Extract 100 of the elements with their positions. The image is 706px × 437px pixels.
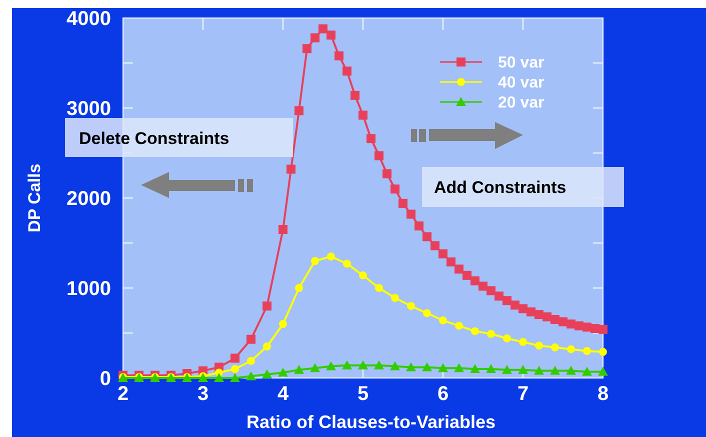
point: [302, 44, 312, 54]
point: [423, 309, 431, 318]
point: [310, 33, 320, 42]
point: [551, 343, 559, 352]
point: [358, 360, 368, 370]
point: [231, 365, 239, 373]
point: [438, 363, 448, 372]
point: [278, 368, 288, 377]
legend-label: 20 var: [498, 94, 544, 112]
point: [262, 369, 272, 378]
point: [366, 134, 376, 144]
point: [582, 366, 592, 376]
point: [519, 338, 527, 346]
y-tick-label: 3000: [66, 98, 111, 120]
point: [478, 282, 488, 291]
point: [599, 348, 607, 356]
x-tick-label: 6: [437, 383, 449, 405]
point: [374, 360, 384, 370]
point: [247, 356, 255, 365]
point: [567, 345, 575, 354]
point: [406, 210, 416, 219]
point: [487, 330, 495, 338]
point: [334, 51, 344, 60]
point: [294, 364, 304, 374]
point: [439, 316, 447, 324]
point: [430, 241, 440, 250]
point: [343, 260, 351, 268]
point: [374, 151, 384, 160]
legend-label: 50 var: [498, 54, 544, 72]
point: [455, 322, 463, 330]
point: [294, 106, 304, 116]
point: [470, 276, 480, 286]
point: [502, 296, 512, 306]
point: [535, 342, 543, 350]
point: [390, 361, 400, 370]
point: [230, 354, 240, 363]
point: [510, 300, 520, 310]
point: [382, 169, 392, 178]
point: [566, 366, 576, 375]
point: [326, 361, 336, 370]
point: [295, 284, 303, 292]
point: [502, 364, 512, 374]
y-axis-title: DP Calls: [25, 164, 44, 232]
point: [438, 249, 448, 258]
point: [230, 373, 240, 382]
y-tick-label: 1000: [66, 278, 111, 300]
point: [398, 198, 408, 208]
y-tick-label: 4000: [66, 8, 111, 30]
point: [263, 342, 271, 350]
point: [494, 292, 504, 301]
point: [422, 232, 432, 242]
x-axis-title: Ratio of Clauses-to-Variables: [246, 412, 496, 432]
point: [390, 184, 400, 194]
point: [454, 363, 464, 372]
point: [583, 347, 591, 355]
point: [391, 294, 399, 302]
x-tick-label: 7: [517, 383, 529, 405]
point: [375, 284, 383, 292]
point: [518, 364, 528, 374]
point: [350, 90, 360, 100]
point: [598, 366, 608, 376]
point: [598, 324, 608, 334]
point: [550, 366, 560, 375]
x-tick-label: 8: [597, 383, 609, 405]
y-tick-label: 0: [100, 368, 111, 390]
point: [286, 164, 296, 174]
point: [327, 252, 335, 260]
x-tick-label: 3: [197, 383, 209, 405]
point: [279, 320, 287, 328]
point: [422, 362, 432, 372]
point: [246, 371, 256, 380]
x-tick-label: 2: [117, 383, 129, 405]
annotation: Delete Constraints: [79, 128, 230, 148]
point: [278, 225, 288, 234]
x-tick-label: 4: [277, 383, 290, 405]
point: [414, 221, 424, 230]
point: [342, 360, 352, 370]
y-tick-label: 2000: [66, 188, 111, 210]
point: [246, 334, 256, 344]
point: [342, 66, 352, 76]
point: [446, 257, 456, 266]
point: [326, 30, 336, 40]
point: [470, 364, 480, 373]
point: [358, 110, 368, 120]
point: [214, 373, 224, 382]
annotation: Add Constraints: [434, 178, 566, 197]
point: [503, 334, 511, 342]
point: [534, 366, 544, 375]
point: [262, 302, 272, 310]
point: [454, 264, 464, 274]
point: [311, 257, 319, 265]
point: [318, 24, 328, 34]
point: [359, 271, 367, 280]
legend-label: 40 var: [498, 74, 544, 92]
point: [406, 362, 416, 372]
point: [462, 270, 472, 280]
point: [407, 302, 415, 310]
point: [471, 327, 479, 336]
point: [310, 363, 320, 372]
point: [486, 286, 496, 296]
